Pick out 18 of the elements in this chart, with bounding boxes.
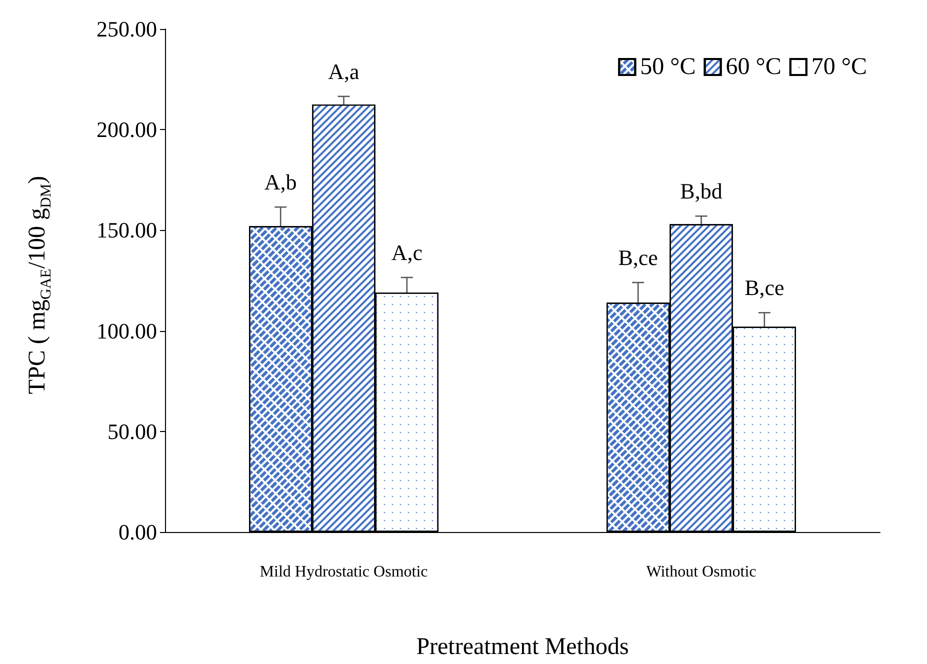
- x-tick-label: Mild Hydrostatic Osmotic: [260, 564, 428, 580]
- legend-label: 70 °C: [811, 54, 868, 80]
- data-label: B,bd: [680, 178, 722, 204]
- legend-label: 50 °C: [640, 54, 696, 80]
- legend-label: 60 °C: [726, 54, 782, 80]
- x-tick-label: Without Osmotic: [646, 564, 756, 580]
- y-tick-label: 50.00: [108, 418, 157, 444]
- y-tick-label: 150.00: [96, 218, 157, 243]
- data-label: A,a: [328, 58, 360, 84]
- x-axis-title: Pretreatment Methods: [416, 634, 629, 660]
- y-tick-label: 100.00: [96, 318, 157, 344]
- y-tick-label: 200.00: [96, 117, 157, 142]
- data-label: B,ce: [618, 245, 658, 270]
- y-tick-label: 0.00: [118, 520, 157, 544]
- data-label: B,ce: [744, 275, 784, 300]
- data-label: A,c: [391, 240, 423, 265]
- data-label: A,b: [264, 170, 297, 195]
- y-tick-label: 250.00: [96, 16, 157, 42]
